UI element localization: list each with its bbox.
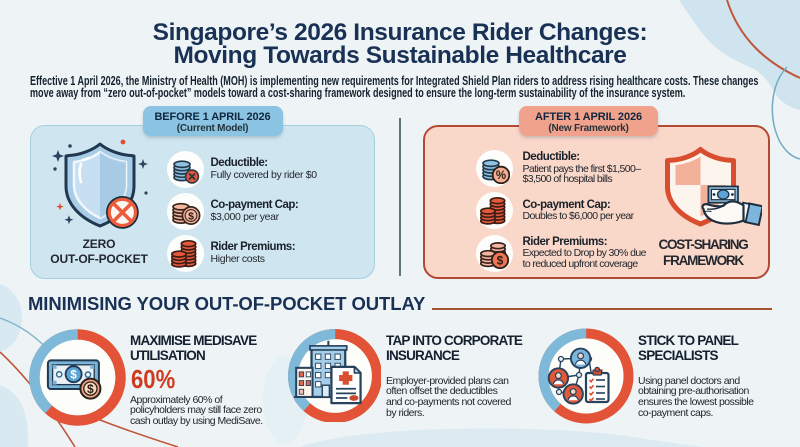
svg-text:$: $ [188, 210, 194, 222]
svg-text:$: $ [70, 370, 77, 382]
svg-text:%: % [495, 170, 505, 182]
svg-text:$: $ [87, 382, 94, 396]
svg-text:$: $ [496, 253, 503, 267]
